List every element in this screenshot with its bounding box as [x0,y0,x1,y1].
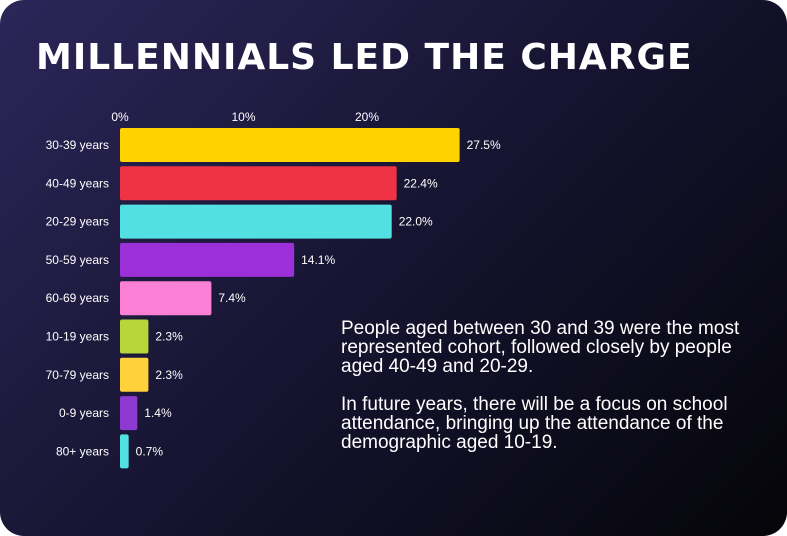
value-label: 2.3% [155,368,183,382]
bar [120,434,129,469]
bar [120,204,392,239]
category-label: 40-49 years [46,176,109,190]
category-label: 50-59 years [46,253,109,267]
page-title: MILLENNIALS LED THE CHARGE [36,37,693,78]
caption-paragraph-2: In future years, there will be a focus o… [341,394,728,453]
category-label: 10-19 years [46,330,109,344]
category-label: 60-69 years [46,291,109,305]
x-tick-label: 10% [231,110,255,124]
bar [120,319,149,354]
caption-paragraph-1: People aged between 30 and 39 were the m… [341,318,740,377]
category-label: 30-39 years [46,138,109,152]
x-tick-label: 20% [355,110,379,124]
bar [120,128,460,162]
value-label: 0.7% [136,444,164,458]
value-label: 2.3% [155,330,183,344]
value-label: 22.4% [404,176,438,190]
bar [120,281,212,316]
category-label: 80+ years [56,444,109,458]
caption: People aged between 30 and 39 were the m… [341,319,771,471]
bar [120,396,138,431]
category-label: 70-79 years [46,368,109,382]
bar [120,166,397,201]
value-label: 1.4% [144,406,172,420]
value-label: 7.4% [218,291,246,305]
category-label: 0-9 years [59,406,109,420]
bar [120,242,295,277]
category-label: 20-29 years [46,215,109,229]
x-tick-label: 0% [111,110,129,124]
value-label: 14.1% [301,253,335,267]
bar [120,357,149,392]
value-label: 22.0% [399,215,433,229]
value-label: 27.5% [467,138,501,152]
